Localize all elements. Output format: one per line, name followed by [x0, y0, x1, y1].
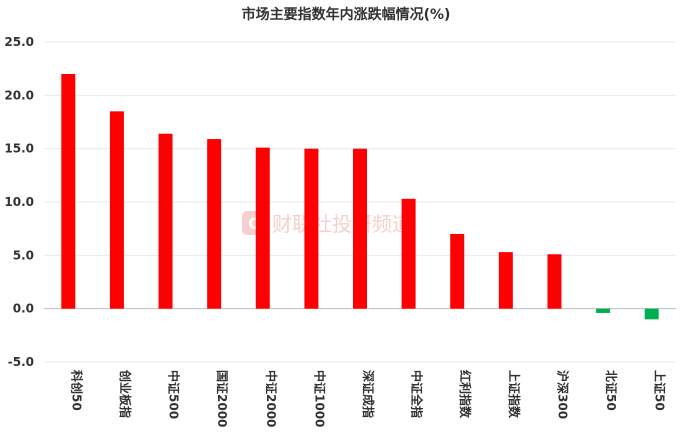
- bar: [255, 147, 270, 309]
- y-tick-label: 5.0: [13, 248, 34, 262]
- bar: [109, 111, 124, 309]
- y-tick-label: 20.0: [4, 88, 34, 102]
- x-tick-label: 上证指数: [507, 370, 522, 419]
- y-tick-label: 25.0: [4, 35, 34, 49]
- bar: [61, 74, 76, 309]
- bar: [596, 308, 611, 313]
- x-tick-label: 红利指数: [458, 370, 473, 419]
- y-axis-ticks: 25.0 20.0 15.0 10.0 5.0 0.0 -5.0: [4, 35, 34, 369]
- x-tick-label: 深证成指: [361, 370, 376, 418]
- x-tick-label: 北证50: [604, 370, 619, 411]
- bar: [207, 139, 222, 309]
- x-tick-label: 国证2000: [215, 370, 229, 427]
- x-tick-label: 中证1000: [312, 370, 327, 427]
- x-tick-label: 沪深300: [555, 370, 570, 419]
- bar: [304, 148, 319, 309]
- watermark-text: 财联社投研频道: [272, 212, 412, 236]
- bar: [158, 133, 173, 309]
- bar: [644, 308, 659, 320]
- watermark-logo-letter: C: [248, 214, 260, 233]
- bar: [401, 198, 416, 309]
- x-tick-label: 上证50: [653, 370, 668, 411]
- y-tick-label: 0.0: [13, 302, 34, 316]
- x-tick-label: 中证全指: [410, 370, 425, 418]
- bar: [353, 148, 367, 309]
- bar: [547, 254, 562, 309]
- y-tick-label: 15.0: [4, 142, 34, 156]
- bar: [498, 252, 513, 309]
- bars: [61, 74, 659, 320]
- x-axis-ticks: 科创50 创业板指 中证500 国证2000 中证2000 中证1000 深证成指 中证全指 红…: [69, 369, 667, 427]
- x-tick-label: 中证2000: [264, 370, 279, 427]
- x-tick-label: 科创50: [69, 370, 84, 411]
- bar: [450, 234, 465, 309]
- x-tick-label: 创业板指: [118, 369, 133, 418]
- y-tick-label: 10.0: [4, 195, 34, 209]
- chart-title: 市场主要指数年内涨跌幅情况(%): [242, 6, 451, 23]
- x-tick-label: 中证500: [167, 370, 182, 419]
- y-tick-label: -5.0: [8, 355, 34, 369]
